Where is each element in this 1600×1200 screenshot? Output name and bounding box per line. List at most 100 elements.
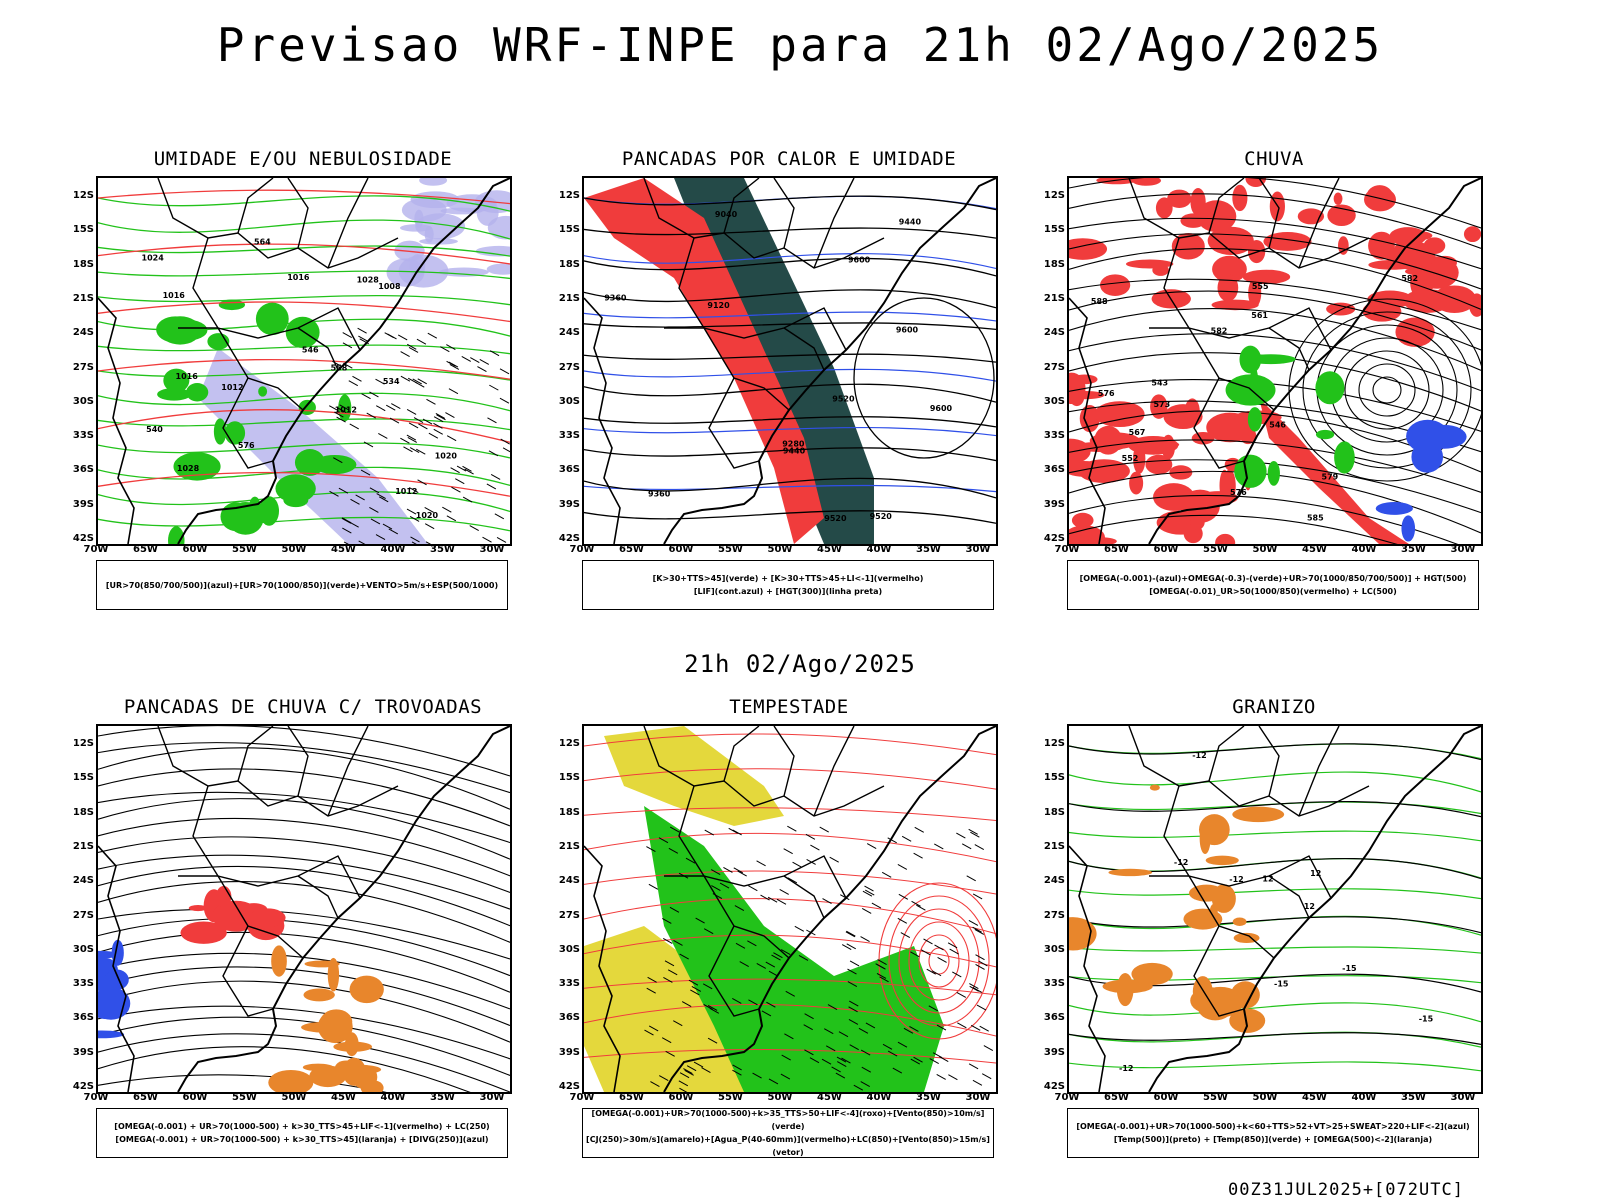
shaded-region — [419, 178, 448, 186]
contour-line — [1069, 830, 1481, 842]
latitude-label: 33S — [1043, 978, 1065, 990]
wind-vector — [732, 1069, 742, 1076]
longitude-label: 40W — [1351, 1092, 1377, 1103]
wind-vector — [974, 929, 985, 935]
wind-vector — [361, 393, 371, 400]
longitude-label: 35W — [1401, 1092, 1426, 1103]
wind-vector — [669, 906, 680, 913]
wind-vector — [810, 844, 820, 851]
shaded-region — [1233, 932, 1260, 944]
wind-vector — [732, 998, 742, 1004]
wind-vector — [679, 1072, 690, 1079]
shaded-region — [1217, 274, 1239, 302]
streamline — [1069, 217, 1481, 270]
latitude-label: 36S — [558, 464, 580, 476]
political-border — [287, 726, 309, 797]
contour-line — [1069, 800, 1481, 818]
contour-label: 9280 — [782, 440, 805, 449]
streamline — [98, 1033, 510, 1092]
wind-vector — [342, 332, 352, 338]
longitude-label: 50W — [281, 1092, 307, 1103]
longitude-label: 35W — [1401, 544, 1426, 555]
wind-vector — [787, 825, 797, 832]
contour-line — [98, 189, 510, 205]
contour-label: 12 — [1304, 902, 1315, 911]
wind-vector — [446, 515, 457, 522]
panel-umidade: UMIDADE E/OU NEBULOSIDADE 1020 1016 1012 10… — [73, 148, 512, 618]
contour-label: 546 — [302, 345, 319, 354]
wind-vector — [864, 885, 874, 892]
shaded-region — [1116, 972, 1134, 1007]
streamline — [98, 1005, 510, 1060]
wind-vector — [695, 917, 705, 924]
wind-vector — [428, 432, 439, 439]
wind-vector — [979, 1025, 989, 1032]
wind-vector — [975, 963, 985, 970]
latitude-label: 12S — [1043, 738, 1065, 749]
shaded-region — [1152, 264, 1169, 276]
wind-vector — [901, 835, 912, 842]
latitude-label: 39S — [1043, 498, 1065, 510]
latitude-label: 27S — [72, 361, 94, 373]
shaded-region — [1129, 471, 1144, 495]
panel-title: CHUVA — [1244, 148, 1304, 170]
wind-vector — [827, 1004, 838, 1010]
wind-vector — [805, 833, 816, 840]
wind-vector — [397, 334, 408, 341]
wind-vector — [341, 517, 352, 524]
streamline — [98, 798, 510, 860]
longitude-label: 45W — [331, 544, 356, 555]
wind-vector — [363, 441, 374, 448]
contour-label: -12 — [1119, 1064, 1133, 1073]
wind-vector — [486, 483, 497, 490]
wind-vector — [464, 468, 474, 475]
wind-vector — [691, 985, 702, 992]
shaded-region — [163, 368, 190, 393]
political-border — [222, 925, 274, 1017]
wind-vector — [416, 338, 427, 345]
wind-vector — [739, 961, 749, 968]
wind-vector — [693, 1061, 704, 1068]
wind-vector — [966, 875, 976, 882]
wind-vector — [761, 1010, 772, 1017]
streamline — [1069, 278, 1481, 331]
longitude-label: 60W — [182, 544, 208, 555]
wind-vector — [913, 852, 923, 859]
wind-vector — [937, 956, 947, 963]
wind-vector — [391, 403, 401, 410]
shaded-region — [268, 1069, 314, 1092]
wind-vector — [685, 857, 696, 864]
shaded-region — [1247, 407, 1262, 432]
wind-vector — [686, 1065, 697, 1072]
wind-vector — [975, 954, 985, 961]
wind-vector — [931, 970, 942, 977]
lc850-contour — [918, 934, 960, 988]
shaded-region — [1366, 185, 1394, 209]
wind-vector — [860, 1049, 871, 1056]
shaded-region — [1334, 441, 1355, 474]
panel-pancadas-calor: PANCADAS POR CALOR E UMIDADE 9600 9520 944… — [559, 148, 998, 618]
wind-vector — [866, 843, 877, 849]
contour-line — [1069, 1002, 1481, 1023]
political-border — [1193, 925, 1245, 1017]
wind-vector — [846, 930, 856, 937]
contour-label: 1024 — [142, 254, 165, 263]
map-frame: 9600 9520 9440 9360 9280 9120 9040 9600 9520 9600… — [582, 176, 998, 546]
wind-vector — [409, 447, 420, 453]
wind-vector — [949, 948, 959, 955]
contour-label: -12 — [1192, 751, 1206, 760]
panel-title: PANCADAS DE CHUVA C/ TROVOADAS — [123, 696, 483, 718]
shaded-region — [1245, 354, 1296, 365]
wind-vector — [952, 971, 962, 978]
wind-vector — [887, 837, 897, 844]
wind-vector — [678, 1080, 689, 1087]
shaded-region — [333, 1041, 373, 1052]
wind-vector — [333, 457, 343, 464]
wind-vector — [337, 407, 347, 414]
wind-vector — [948, 1074, 958, 1081]
political-border — [773, 726, 795, 797]
map-frame: -12 -15 -12 -12 -15 12 12 12 -12 -15 — [1067, 724, 1483, 1094]
wind-vector — [667, 969, 678, 976]
map-svg: -12 -15 -12 -12 -15 12 12 12 -12 -15 — [1069, 726, 1481, 1092]
shaded-region — [157, 388, 191, 401]
